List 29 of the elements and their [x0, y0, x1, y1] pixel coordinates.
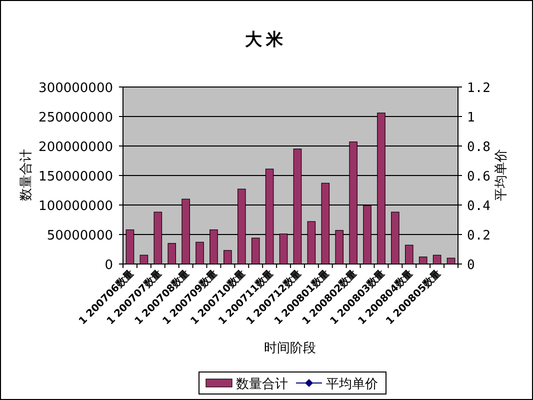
y-tick-label: 200000000: [38, 140, 113, 155]
legend-label: 平均单价: [326, 377, 378, 392]
bar: [446, 258, 456, 264]
chart-title: 大米: [245, 30, 287, 50]
y2-tick-label: 1.2: [467, 81, 490, 96]
bar: [418, 256, 428, 264]
y2-tick-label: 0.8: [467, 140, 490, 155]
bar: [140, 254, 148, 264]
x-axis-title: 时间阶段: [264, 341, 316, 356]
y-tick-label: 50000000: [46, 228, 113, 244]
bar: [432, 254, 442, 264]
bar: [168, 243, 176, 264]
bar: [405, 244, 414, 264]
legend-label: 数量合计: [236, 377, 288, 392]
y2-axis-title: 平均单价: [494, 149, 509, 201]
y-tick-label: 150000000: [38, 170, 113, 184]
y2-tick-label: 0.6: [467, 170, 490, 184]
y2-tick-label: 0.2: [467, 228, 490, 244]
bar: [196, 242, 204, 264]
y2-tick-label: 1: [467, 110, 475, 126]
y-axis-title: 数量合计: [19, 149, 34, 201]
y-tick-label: 100000000: [38, 199, 113, 214]
y-tick-label: 0: [104, 258, 113, 273]
y2-tick-label: 0.4: [467, 199, 491, 214]
y-tick-label: 250000000: [38, 110, 113, 126]
bar: [224, 250, 232, 264]
y-tick-label: 300000000: [38, 81, 113, 96]
bar: [251, 238, 260, 264]
y2-tick-label: 0: [467, 258, 475, 273]
